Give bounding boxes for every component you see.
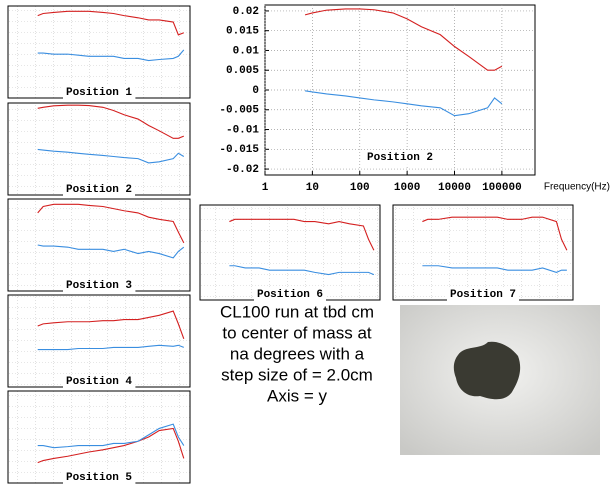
caption-line: na degrees with a: [230, 344, 365, 363]
chart: Position 6: [199, 204, 381, 302]
data-line: [37, 423, 185, 449]
data-line: [37, 148, 185, 164]
data-line: [37, 10, 185, 36]
plot-area: [7, 5, 191, 99]
caption-line: to center of mass at: [222, 323, 372, 342]
chart-title: Position 5: [66, 472, 132, 484]
data-line: [37, 49, 185, 62]
plot-area: [7, 102, 191, 196]
title-background: [62, 470, 136, 485]
chart-title: Position 2: [66, 184, 132, 196]
chart-title: Position 6: [257, 289, 323, 301]
chart: Position 2: [7, 102, 191, 197]
y-tick-label: 0: [252, 85, 259, 97]
chart-title: Position 1: [66, 87, 132, 99]
data-line: [229, 265, 375, 276]
y-tick-label: -0.01: [226, 124, 259, 136]
data-line: [304, 8, 503, 71]
title-background: [253, 287, 327, 302]
chart: Position 1: [7, 5, 191, 100]
caption-line: Axis = y: [267, 386, 327, 405]
y-tick-label: 0.01: [233, 45, 260, 57]
data-line: [37, 427, 185, 464]
chart-title: Position 7: [450, 289, 516, 301]
title-background: [62, 85, 136, 100]
chart-title: Position 4: [66, 376, 132, 388]
caption-line: CL100 run at tbd cm: [220, 302, 374, 321]
title-background: [62, 182, 136, 197]
data-line: [37, 104, 185, 139]
chart: Position 7: [392, 204, 574, 302]
x-tick-label: 1000: [394, 182, 420, 194]
y-tick-label: -0.02: [226, 164, 259, 176]
x-axis-label: Frequency(Hz): [544, 182, 610, 193]
chart: Position 5: [7, 390, 191, 485]
chart-title: Position 3: [66, 280, 132, 292]
object: [453, 341, 521, 400]
chart: Position 4: [7, 294, 191, 389]
x-tick-label: 10: [306, 182, 319, 194]
caption-line: step size of = 2.0cm: [221, 365, 373, 384]
data-line: [37, 310, 185, 340]
photo: [400, 305, 600, 455]
chart: Position 3: [7, 198, 191, 293]
y-tick-label: -0.005: [219, 105, 259, 117]
x-tick-label: 100: [350, 182, 370, 194]
data-line: [229, 218, 375, 251]
x-tick-label: 1: [262, 182, 269, 194]
title-background: [363, 150, 437, 165]
x-tick-label: 10000: [438, 182, 471, 194]
y-tick-label: -0.015: [219, 144, 259, 156]
chart-title: Position 2: [367, 152, 433, 164]
x-tick-label: 100000: [482, 182, 522, 194]
title-background: [62, 278, 136, 293]
data-line: [304, 90, 503, 117]
data-line: [37, 203, 185, 244]
plot-area: [7, 198, 191, 292]
y-tick-label: 0.02: [233, 6, 259, 18]
data-line: [422, 265, 567, 273]
data-line: [422, 216, 568, 251]
plot-area: [7, 390, 191, 484]
data-line: [37, 344, 185, 351]
chart: 0.02 0.015 0.01 0.005 0 -0.005 -0.01 -0.015 -0.0…: [219, 4, 610, 194]
y-tick-label: 0.015: [226, 26, 259, 38]
data-line: [37, 244, 185, 259]
title-background: [446, 287, 520, 302]
y-tick-label: 0.005: [226, 65, 259, 77]
caption: CL100 run at tbd cm to center of mass at n…: [220, 302, 374, 405]
title-background: [62, 374, 136, 389]
plot-area: [7, 294, 191, 388]
plot-area: [392, 204, 574, 301]
